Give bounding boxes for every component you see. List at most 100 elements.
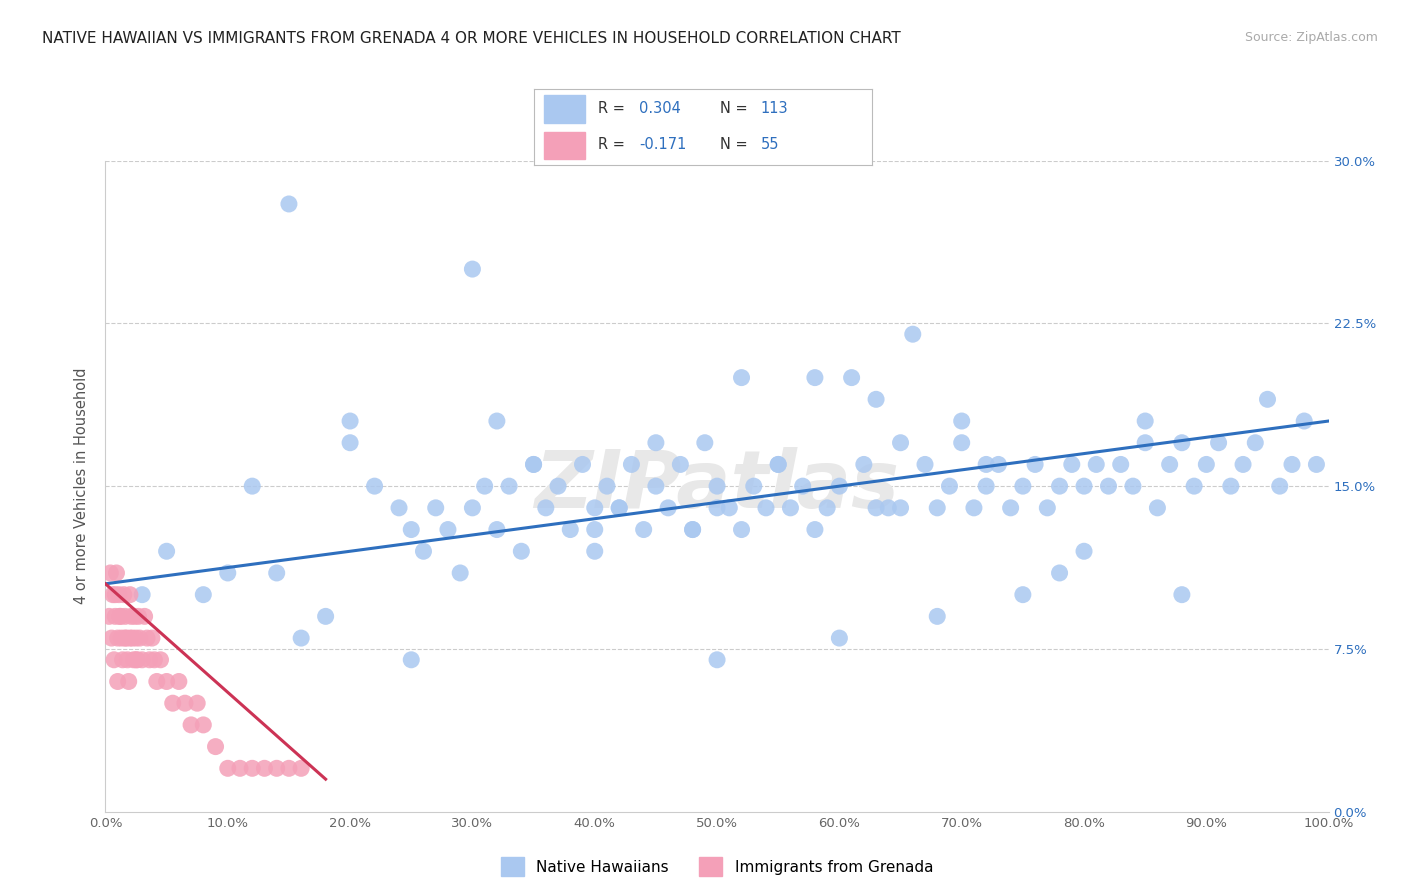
Point — [290, 631, 312, 645]
Point — [118, 674, 141, 689]
Point — [108, 609, 131, 624]
Y-axis label: 4 or more Vehicles in Household: 4 or more Vehicles in Household — [75, 368, 90, 605]
Point — [950, 414, 973, 428]
Point — [583, 544, 606, 558]
Point — [107, 674, 129, 689]
Point — [186, 696, 208, 710]
Point — [401, 653, 423, 667]
Point — [706, 500, 728, 515]
Point — [755, 500, 778, 515]
Text: 0.304: 0.304 — [638, 102, 681, 117]
Point — [815, 500, 838, 515]
Point — [278, 761, 301, 775]
Point — [1232, 458, 1254, 472]
Point — [217, 566, 239, 580]
Point — [938, 479, 960, 493]
Point — [103, 653, 125, 667]
Point — [1049, 479, 1071, 493]
Point — [111, 653, 134, 667]
Point — [339, 435, 361, 450]
Point — [1219, 479, 1241, 493]
Point — [315, 609, 337, 624]
Point — [278, 197, 301, 211]
Point — [131, 653, 153, 667]
Text: 113: 113 — [761, 102, 787, 117]
Point — [1060, 458, 1083, 472]
Point — [449, 566, 471, 580]
Point — [98, 566, 121, 580]
Point — [1208, 435, 1230, 450]
Point — [204, 739, 226, 754]
Point — [229, 761, 252, 775]
Point — [768, 458, 790, 472]
Text: N =: N = — [720, 137, 752, 152]
Point — [217, 761, 239, 775]
Point — [124, 609, 146, 624]
Point — [180, 718, 202, 732]
Point — [644, 435, 668, 450]
Point — [485, 523, 508, 537]
Point — [633, 523, 655, 537]
Point — [828, 631, 851, 645]
Text: NATIVE HAWAIIAN VS IMMIGRANTS FROM GRENADA 4 OR MORE VEHICLES IN HOUSEHOLD CORRE: NATIVE HAWAIIAN VS IMMIGRANTS FROM GRENA… — [42, 31, 901, 46]
Point — [901, 327, 924, 342]
Point — [523, 458, 546, 472]
Text: R =: R = — [599, 137, 630, 152]
Point — [950, 435, 973, 450]
Point — [987, 458, 1010, 472]
Bar — [544, 132, 585, 159]
Text: R =: R = — [599, 102, 630, 117]
Point — [461, 262, 484, 277]
Text: Source: ZipAtlas.com: Source: ZipAtlas.com — [1244, 31, 1378, 45]
Point — [1133, 435, 1156, 450]
Point — [510, 544, 533, 558]
Point — [583, 500, 606, 515]
Point — [474, 479, 496, 493]
Point — [143, 653, 166, 667]
Point — [122, 653, 145, 667]
Point — [927, 500, 949, 515]
Point — [547, 479, 569, 493]
Point — [1097, 479, 1119, 493]
Point — [682, 523, 704, 537]
Point — [852, 458, 875, 472]
Point — [706, 479, 728, 493]
Point — [1159, 458, 1181, 472]
Point — [437, 523, 460, 537]
Point — [927, 609, 949, 624]
Point — [1024, 458, 1046, 472]
Point — [174, 696, 197, 710]
Point — [136, 631, 159, 645]
Point — [121, 631, 143, 645]
Point — [120, 609, 142, 624]
Point — [644, 479, 668, 493]
Point — [607, 500, 630, 515]
Bar — [544, 95, 585, 122]
Point — [841, 370, 863, 384]
Point — [974, 479, 997, 493]
Point — [890, 435, 912, 450]
Point — [768, 458, 790, 472]
Point — [974, 458, 997, 472]
Point — [105, 566, 128, 580]
Point — [718, 500, 741, 515]
Point — [804, 523, 827, 537]
Point — [1257, 392, 1279, 407]
Point — [290, 761, 312, 775]
Point — [706, 653, 728, 667]
Point — [101, 588, 124, 602]
Point — [461, 500, 484, 515]
Point — [156, 674, 179, 689]
Point — [107, 631, 129, 645]
Point — [125, 631, 148, 645]
Point — [108, 588, 131, 602]
Point — [127, 609, 149, 624]
Text: ZIPatlas: ZIPatlas — [534, 447, 900, 525]
Point — [425, 500, 447, 515]
Point — [100, 631, 122, 645]
Point — [792, 479, 814, 493]
Point — [828, 479, 851, 493]
Point — [253, 761, 276, 775]
Point — [117, 653, 139, 667]
Point — [865, 500, 887, 515]
